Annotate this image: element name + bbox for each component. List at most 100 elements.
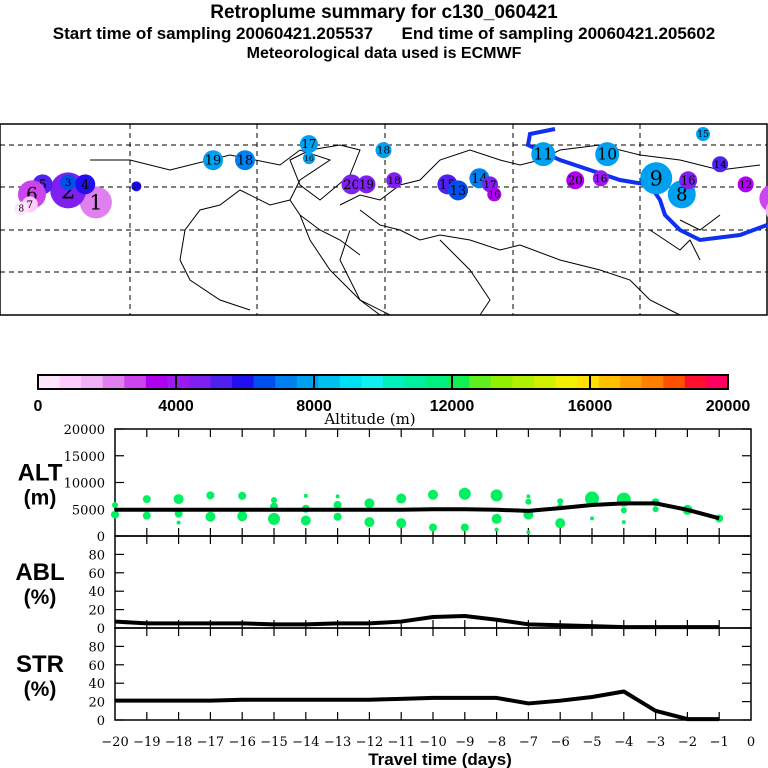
- panel-label: ALT: [18, 460, 63, 487]
- cluster-marker: [131, 181, 142, 192]
- end-time: End time of sampling 20060421.205602: [401, 24, 716, 43]
- y-tick-label: 40: [88, 677, 105, 692]
- cluster-label: 16: [488, 191, 500, 201]
- alt-point: [364, 517, 375, 528]
- plot-frame: [114, 535, 752, 629]
- alt-point: [428, 489, 438, 500]
- cluster-label: 3: [65, 177, 72, 189]
- cluster-label: 9: [650, 166, 663, 190]
- panel-unit: (m): [24, 487, 57, 510]
- plot-frame: [114, 627, 752, 721]
- colorbar-segment: [426, 375, 449, 389]
- colorbar-segment: [188, 375, 211, 389]
- cluster-label: 13: [450, 184, 467, 199]
- colorbar-segment: [253, 375, 276, 389]
- alt-point: [333, 512, 342, 521]
- x-tick-label: −20: [101, 735, 128, 750]
- plume-cluster: 18: [235, 150, 256, 171]
- y-tick-label: 20: [88, 696, 105, 711]
- cluster-label: 4: [81, 178, 89, 193]
- x-tick-label: −1: [710, 735, 729, 750]
- alt-point: [364, 498, 375, 509]
- y-tick-label: 10000: [64, 477, 105, 492]
- x-tick-label: −12: [356, 735, 383, 750]
- alt-point: [142, 511, 151, 520]
- alt-point: [555, 518, 566, 529]
- cluster-marker: [592, 170, 609, 187]
- cluster-marker: [203, 150, 224, 171]
- x-axis-label: Travel time (days): [368, 750, 512, 768]
- y-tick-label: 5000: [72, 503, 105, 518]
- y-tick-label: 0: [97, 622, 105, 637]
- x-tick-label: −14: [292, 735, 319, 750]
- cluster-label: 1: [89, 191, 102, 215]
- colorbar-tick-label: 0: [34, 398, 43, 415]
- plume-cluster: 11: [531, 142, 556, 167]
- colorbar-tick-label: 12000: [430, 398, 475, 415]
- alt-point: [526, 530, 531, 535]
- x-tick-label: −9: [455, 735, 474, 750]
- cluster-label: 6: [26, 185, 38, 206]
- plume-cluster: 17: [299, 135, 318, 154]
- alt-point: [238, 491, 247, 500]
- alt-point: [458, 487, 471, 500]
- alt-point: [271, 497, 277, 504]
- y-tick-label: 60: [88, 567, 105, 582]
- colorbar-segment: [145, 375, 168, 389]
- colorbar-tick-label: 8000: [296, 398, 332, 415]
- colorbar-segment: [706, 375, 729, 389]
- x-tick-label: −13: [324, 735, 351, 750]
- colorbar-segment: [641, 375, 664, 389]
- plume-cluster: 18: [375, 142, 392, 159]
- y-tick-label: 15000: [64, 450, 105, 465]
- plume-cluster: 19: [357, 175, 376, 194]
- panel-str: 0 20 40 60 80 STR(%): [16, 627, 752, 729]
- alt-point: [142, 495, 151, 504]
- colorbar-segment: [577, 375, 600, 389]
- coast-europe: [339, 144, 761, 251]
- cluster-label: 8: [676, 185, 688, 206]
- alt-point: [525, 498, 532, 505]
- x-tick-label: −15: [260, 735, 287, 750]
- cluster-marker: [375, 142, 392, 159]
- cluster-label: 7: [27, 199, 34, 211]
- cluster-label: 16: [681, 173, 696, 187]
- panel-label: ABL: [15, 559, 64, 586]
- cluster-label: 16: [594, 173, 607, 185]
- cluster-label: 12: [739, 179, 752, 191]
- alt-point: [491, 513, 502, 524]
- panel-unit: (%): [24, 586, 57, 609]
- plume-cluster: 13: [448, 180, 469, 201]
- cluster-marker: [75, 174, 96, 195]
- x-tick-label: −6: [551, 735, 570, 750]
- y-tick-label: 60: [88, 659, 105, 674]
- met-data-line: Meteorological data used is ECMWF: [246, 45, 522, 62]
- x-tick-label: −16: [228, 735, 255, 750]
- alt-line: [115, 501, 720, 521]
- plume-clusters: 1234567820191817161820191815131417161120…: [14, 127, 768, 219]
- plume-cluster: 8: [14, 201, 29, 216]
- coast-africa: [339, 229, 491, 316]
- plume-cluster: 14: [712, 156, 729, 173]
- x-tick-label: −3: [646, 735, 665, 750]
- panel-alt: 0 5000 10000 15000 20000 ALT(m): [18, 423, 752, 545]
- cluster-marker: [357, 175, 376, 194]
- alt-point: [429, 523, 437, 532]
- cluster-label: 18: [388, 175, 401, 187]
- colorbar-segment: [232, 375, 255, 389]
- cluster-marker: [696, 127, 711, 142]
- cluster-marker: [60, 174, 77, 191]
- cluster-label: 18: [377, 145, 390, 157]
- alt-point: [621, 520, 626, 525]
- colorbar-segment: [684, 375, 707, 389]
- cluster-marker: [712, 156, 729, 173]
- colorbar-segment: [210, 375, 233, 389]
- cluster-label: 20: [568, 173, 583, 187]
- cluster-marker: [566, 171, 585, 190]
- cluster-label: 15: [697, 130, 709, 140]
- retroplume-map: 1234567820191817161820191815131417161120…: [0, 123, 768, 316]
- cluster-marker: [759, 185, 768, 212]
- plume-cluster: 1: [79, 186, 112, 219]
- plume-cluster: 20: [341, 174, 362, 195]
- colorbar-segment: [620, 375, 643, 389]
